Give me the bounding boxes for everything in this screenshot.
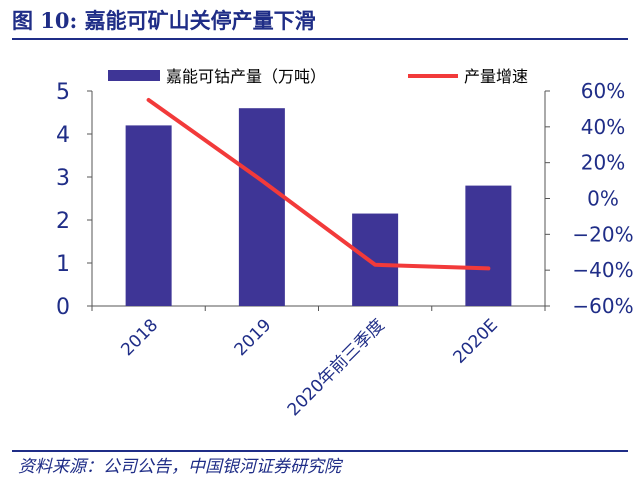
title-rule [12, 38, 628, 40]
axes: 0 1 2 3 4 5 −60% −40% −20% 0% 20% 40% 60% [56, 79, 634, 320]
y-left-tick-label: 3 [56, 166, 70, 191]
x-tick-label: 2019 [231, 315, 276, 360]
bar-series [125, 108, 512, 307]
y-right-tick-label: −60% [572, 294, 633, 318]
x-tick-label: 2018 [117, 315, 162, 360]
y-right-tick-label: −20% [572, 222, 633, 246]
x-tick-label: 2020E [450, 315, 502, 367]
y-right-tick-label: 60% [581, 79, 625, 103]
legend: 嘉能可钴产量（万吨） 产量增速 [108, 67, 528, 86]
growth-line [146, 97, 491, 271]
y-left-tick-label: 4 [56, 123, 70, 148]
legend-line-label: 产量增速 [464, 67, 528, 86]
bar-2019 [238, 108, 285, 306]
y-left-tick-label: 2 [56, 209, 70, 234]
legend-bar-swatch [108, 70, 160, 81]
y-left-tick-label: 0 [56, 295, 70, 320]
y-left-tick-label: 1 [56, 252, 70, 277]
source-note: 资料来源：公司公告，中国银河证券研究院 [18, 457, 341, 477]
bar-2018 [125, 125, 172, 307]
bar-2020年前三季度 [352, 213, 399, 306]
figure-title: 图 10: 嘉能可矿山关停产量下滑 [12, 8, 316, 33]
line-series [146, 97, 491, 271]
y-right-tick-label: 40% [581, 115, 625, 139]
y-left-tick-label: 5 [56, 80, 70, 105]
x-tick-labels: 2018 2019 2020年前三季度 2020E [117, 315, 501, 420]
y-right-tick-label: −40% [572, 258, 633, 282]
source-rule [12, 450, 628, 452]
y-right-tick-label: 0% [587, 187, 619, 211]
bar-2020E [465, 185, 512, 306]
chart: 嘉能可钴产量（万吨） 产量增速 0 1 2 3 4 5 −60% −40% −20% 0% 20% 4… [56, 67, 634, 420]
y-right-tick-label: 20% [581, 151, 625, 175]
x-tick-label: 2020年前三季度 [284, 315, 389, 420]
legend-bar-label: 嘉能可钴产量（万吨） [166, 67, 326, 86]
